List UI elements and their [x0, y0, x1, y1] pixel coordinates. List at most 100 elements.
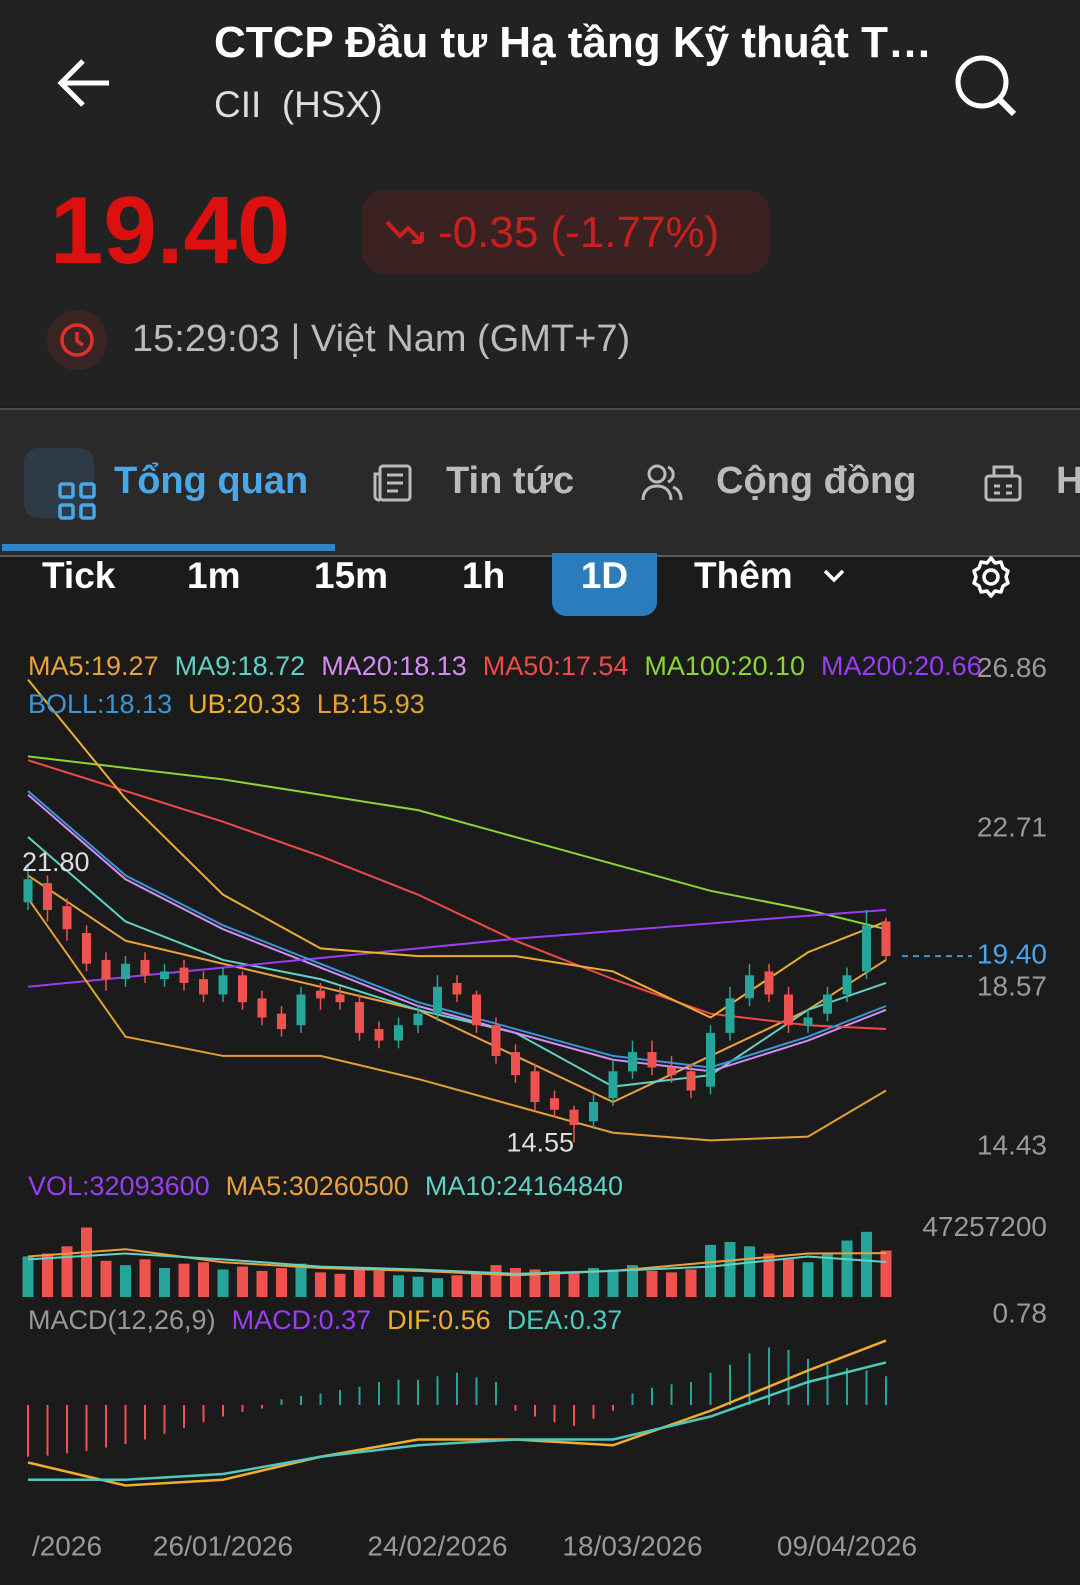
volume-bar: [451, 1275, 463, 1297]
volume-bar: [334, 1273, 346, 1297]
volume-bar: [100, 1260, 112, 1297]
timeframe[interactable]: 1h: [462, 555, 506, 596]
legend-item: MA5:19.27: [28, 651, 159, 681]
candle-body: [296, 994, 306, 1026]
candle-body: [725, 998, 735, 1033]
volume-bar: [841, 1240, 853, 1297]
timeframe[interactable]: Thêm: [694, 555, 793, 596]
candle-body: [784, 994, 793, 1026]
candle-body: [608, 1071, 618, 1099]
candle-body: [218, 975, 228, 995]
volume-bar: [724, 1241, 736, 1297]
tab[interactable]: H: [1056, 460, 1080, 503]
candle-body: [160, 971, 169, 980]
volume-bar: [412, 1276, 424, 1297]
legend-item: MA10:24164840: [425, 1171, 623, 1201]
indicator-line: [27, 759, 887, 1031]
volume-bar: [588, 1268, 599, 1297]
candle-body: [667, 1067, 676, 1076]
volume-bar: [354, 1269, 365, 1297]
volume-bar: [822, 1253, 833, 1297]
candle-body: [589, 1102, 598, 1122]
candle-body: [550, 1098, 559, 1110]
timeframe[interactable]: 15m: [314, 555, 389, 596]
volume-bar: [666, 1272, 677, 1297]
change: -0.35 (-1.77%): [438, 208, 720, 257]
candle-body: [472, 994, 481, 1026]
candle-body: [491, 1025, 501, 1056]
community-icon: [641, 464, 683, 501]
candle-body: [316, 990, 325, 999]
legend-item: UB:20.33: [188, 689, 301, 719]
volume-bar: [237, 1266, 248, 1297]
candle-body: [803, 1017, 813, 1026]
candle-body: [82, 933, 91, 964]
candle-body: [199, 979, 208, 995]
search-button[interactable]: [952, 52, 1018, 118]
tab[interactable]: Tổng quan: [114, 460, 309, 502]
candle-body: [257, 998, 267, 1018]
settings-button[interactable]: [968, 554, 1014, 600]
tab-bar: Tổng quan Tin tức Cộng đồng H: [0, 408, 1080, 557]
timeframe-active[interactable]: 1D: [552, 553, 657, 616]
legend-item: MA100:20.10: [644, 651, 805, 681]
volume-bar: [471, 1272, 482, 1297]
stock-title: CTCP Đầu tư Hạ tầng Kỹ thuật T…: [214, 18, 932, 67]
y-tick-label: 14.43: [977, 1129, 1047, 1160]
volume-bar: [685, 1269, 697, 1297]
y-tick-label: 22.71: [977, 811, 1047, 842]
candle-body: [628, 1052, 637, 1072]
y-tick-label: 0.78: [993, 1298, 1048, 1329]
candle-body: [706, 1032, 715, 1087]
indicator-line: [27, 790, 887, 1069]
candle-body: [335, 994, 345, 1003]
timeframe[interactable]: Tick: [42, 555, 116, 596]
volume-bar: [432, 1278, 443, 1297]
timeframe[interactable]: 1m: [187, 555, 241, 596]
macd-title: MACD(12,26,9): [28, 1305, 216, 1335]
y-tick-label: 26.86: [977, 652, 1047, 683]
down-icon: [385, 220, 424, 244]
volume-bar: [490, 1265, 502, 1297]
last-price-box: [973, 940, 1049, 973]
max-label: 21.80: [22, 847, 90, 877]
candle-body: [374, 1029, 384, 1041]
volume-bar: [529, 1269, 541, 1297]
candle-body: [62, 906, 72, 930]
candle-body: [823, 994, 832, 1014]
volume-bar: [198, 1262, 209, 1297]
candle-body: [452, 982, 462, 995]
candle-body: [842, 975, 852, 995]
indicator-line: [27, 908, 887, 988]
tab[interactable]: Tin tức: [446, 460, 575, 502]
volume-bar: [61, 1246, 73, 1297]
x-tick-label: 09/04/2026: [777, 1530, 917, 1561]
candle-body: [764, 971, 774, 995]
tab[interactable]: Cộng đồng: [716, 460, 917, 502]
legend-item: LB:15.93: [317, 689, 425, 719]
volume-bar: [315, 1272, 326, 1297]
x-tick-label: 26/01/2026: [153, 1530, 293, 1561]
candle-body: [43, 883, 52, 910]
indicator-line: [28, 1361, 887, 1481]
tab-indicator: [2, 544, 335, 551]
overview-icon: [24, 448, 96, 520]
change-pill: -0.35 (-1.77%): [362, 190, 770, 274]
legend-item: MA200:20.66: [821, 651, 982, 681]
candle-body: [881, 921, 891, 957]
legend-item: MACD:0.37: [232, 1305, 372, 1335]
volume-bar: [42, 1253, 53, 1297]
legend-item: VOL:32093600: [28, 1171, 210, 1201]
indicator-line: [27, 874, 887, 1104]
volume-bar: [802, 1262, 814, 1297]
volume-bar: [705, 1244, 716, 1297]
indicator-line: [27, 1339, 887, 1487]
stock-symbol: CII (HSX): [214, 84, 383, 125]
indicator-line: [27, 836, 887, 1088]
volume-bar: [22, 1256, 34, 1297]
legend-item: DEA:0.37: [507, 1305, 623, 1335]
volume-bar: [549, 1270, 560, 1297]
back-button[interactable]: [55, 55, 115, 111]
